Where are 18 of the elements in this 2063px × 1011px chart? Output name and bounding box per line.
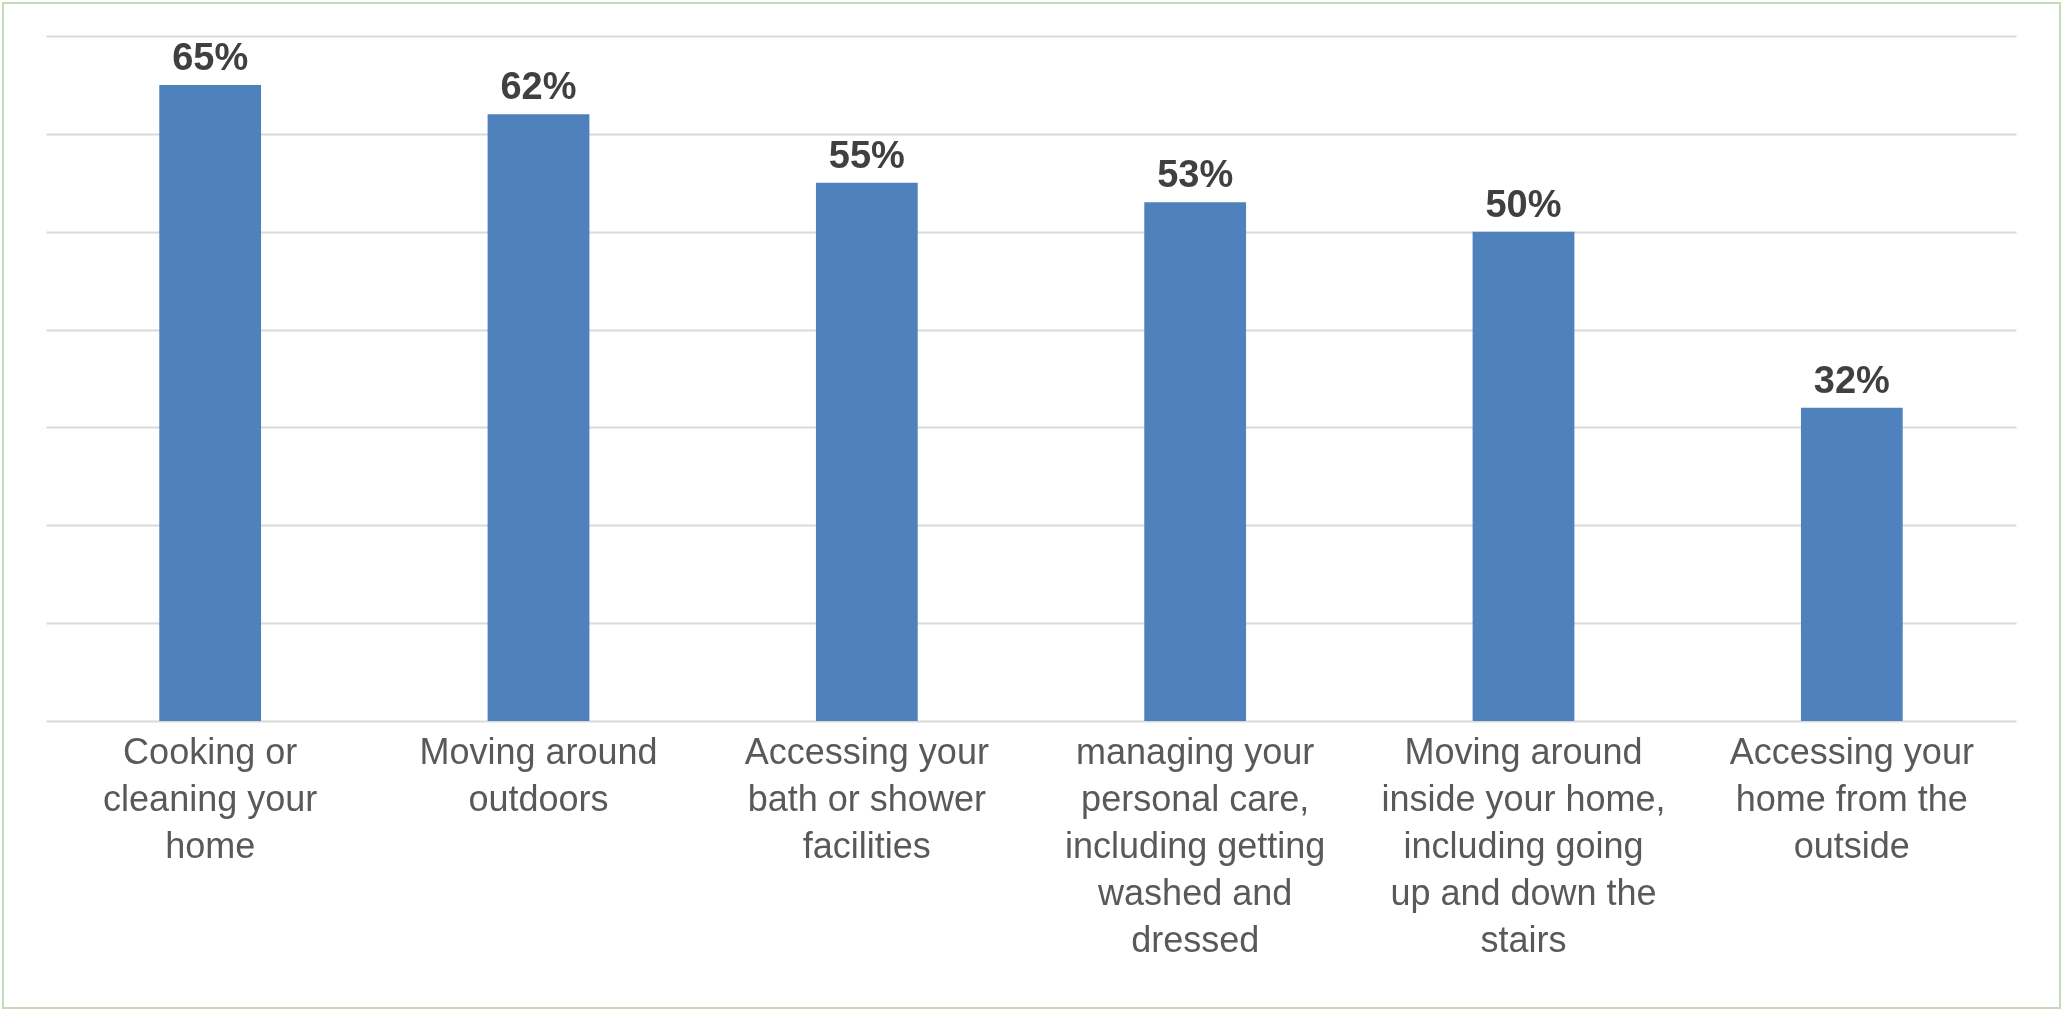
x-tick-label: Moving around outdoors	[419, 730, 658, 819]
bar	[1800, 407, 1903, 721]
x-tick-label: Moving around inside your home, including going up and down the stairs	[1381, 730, 1666, 960]
x-tick-label: Accessing your home from the outside	[1729, 730, 1974, 866]
data-label: 32%	[1813, 358, 1890, 401]
data-label: 65%	[172, 35, 249, 78]
bar	[159, 84, 262, 721]
x-tick-label: Accessing your bath or shower facilities	[744, 730, 989, 866]
bar	[1144, 202, 1247, 721]
data-label: 62%	[500, 65, 577, 108]
x-tick-label: Cooking or cleaning your home	[103, 730, 318, 866]
bar	[1472, 231, 1575, 721]
data-label: 50%	[1485, 182, 1562, 225]
data-label: 53%	[1157, 153, 1234, 196]
data-label: 55%	[828, 133, 905, 176]
x-tick-label: managing your personal care, including getting washed and dressed	[1065, 730, 1326, 960]
bar	[487, 114, 590, 721]
bar	[815, 182, 918, 721]
